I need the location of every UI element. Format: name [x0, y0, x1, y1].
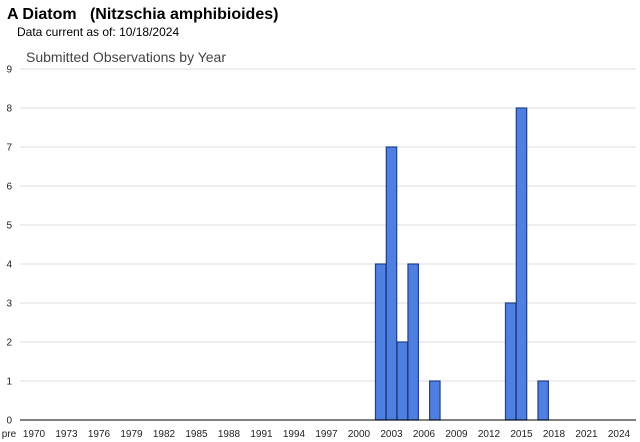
y-tick-label: 4 — [6, 260, 12, 271]
gridlines — [20, 68, 636, 382]
x-tick-label: 2024 — [608, 429, 631, 440]
x-tick-label: 1982 — [153, 429, 176, 440]
bar — [385, 146, 398, 421]
y-axis-ticks: 0 1 2 3 4 5 6 7 8 9 — [6, 65, 12, 427]
x-tick-label: 2003 — [380, 429, 403, 440]
bar — [537, 380, 549, 421]
y-tick-label: 0 — [6, 416, 12, 427]
x-tick-label: 1991 — [250, 429, 273, 440]
y-tick-label: 8 — [6, 104, 12, 115]
x-tick-label: 2000 — [348, 429, 371, 440]
bar — [504, 302, 517, 421]
y-tick-label: 3 — [6, 299, 12, 310]
page-title: A Diatom (Nitzschia amphibioides) — [7, 6, 279, 23]
x-tick-label: 2006 — [413, 429, 436, 440]
bar — [515, 107, 528, 421]
x-axis-ticks: pre 1970 1973 1976 1979 1982 1985 1988 1991 1994 1… — [2, 429, 631, 440]
bar — [407, 263, 419, 421]
x-tick-label: 2021 — [575, 429, 598, 440]
x-tick-label: 1976 — [88, 429, 111, 440]
x-tick-label: 1988 — [218, 429, 241, 440]
bar — [374, 263, 387, 421]
x-tick-label: 1985 — [185, 429, 208, 440]
y-tick-label: 7 — [6, 143, 12, 154]
x-tick-label: pre — [2, 429, 17, 440]
x-tick-label: 1994 — [283, 429, 306, 440]
y-tick-label: 5 — [6, 221, 12, 232]
data-current-label: Data current as of: — [17, 25, 116, 39]
x-tick-label: 2009 — [445, 429, 468, 440]
bars — [374, 107, 549, 421]
y-tick-label: 2 — [6, 338, 12, 349]
y-tick-label: 6 — [6, 182, 12, 193]
bar — [429, 380, 441, 421]
data-current-line: Data current as of: 10/18/2024 — [17, 25, 179, 39]
x-tick-label: 1973 — [55, 429, 78, 440]
x-tick-label: 1970 — [23, 429, 46, 440]
data-current-date: 10/18/2024 — [119, 25, 180, 39]
x-tick-label: 2015 — [510, 429, 533, 440]
x-tick-label: 1997 — [315, 429, 338, 440]
y-tick-label: 1 — [6, 377, 12, 388]
x-tick-label: 1979 — [120, 429, 143, 440]
bar — [396, 341, 409, 421]
chart-title: Submitted Observations by Year — [26, 49, 227, 65]
x-tick-label: 2012 — [478, 429, 501, 440]
x-tick-label: 2018 — [543, 429, 566, 440]
y-tick-label: 9 — [6, 65, 12, 76]
